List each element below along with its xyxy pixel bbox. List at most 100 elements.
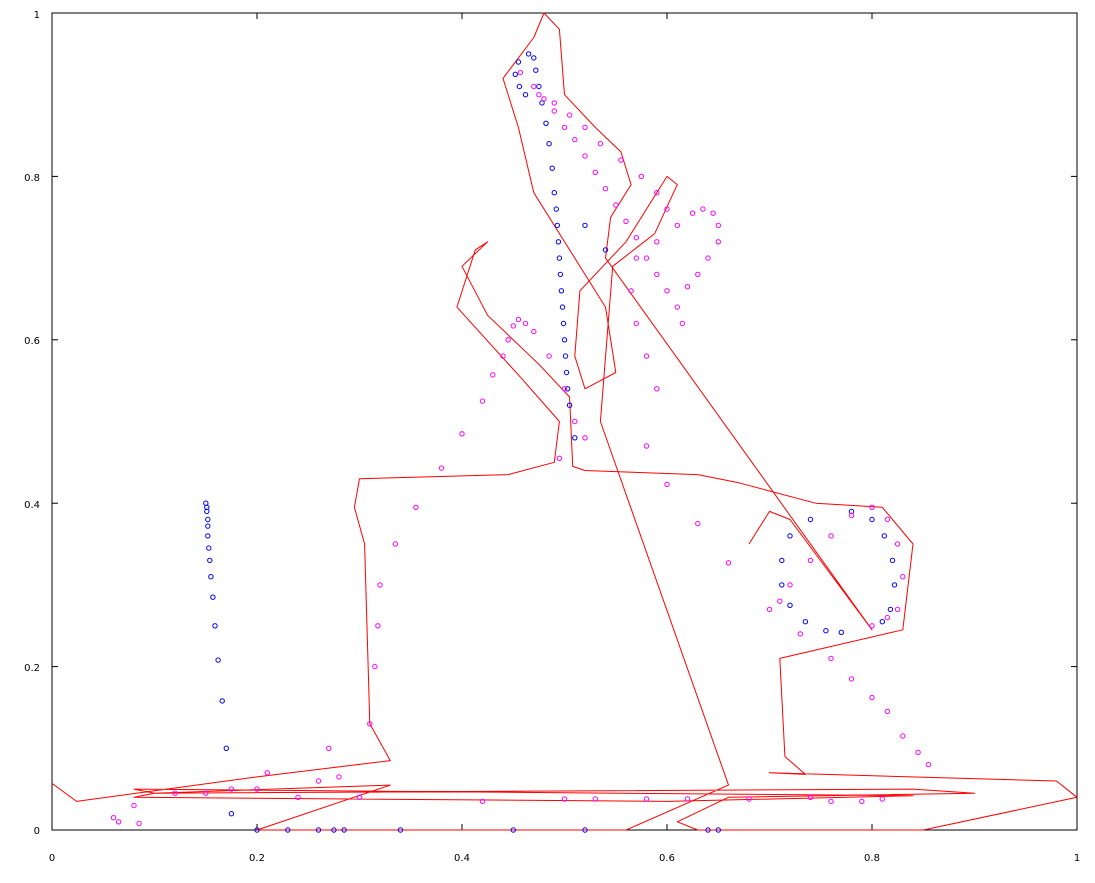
outline-series	[51, 12, 1078, 831]
blue-data-point	[787, 533, 793, 539]
x-tick-label: 0	[49, 853, 55, 864]
blue-data-point	[210, 594, 216, 600]
magenta-data-point	[582, 124, 588, 131]
magenta-data-point	[367, 721, 373, 727]
magenta-data-point	[695, 271, 701, 278]
blue-data-point	[566, 402, 573, 408]
blue-data-point	[562, 353, 569, 359]
magenta-data-point	[879, 796, 885, 802]
outline-line	[51, 12, 1078, 831]
magenta-data-point	[884, 708, 891, 715]
magenta-data-point	[787, 582, 793, 588]
blue-data-point	[510, 827, 516, 833]
magenta-data-point	[643, 443, 650, 449]
blue-data-point	[204, 508, 210, 515]
y-tick-label: 0	[34, 826, 40, 837]
magenta-data-point	[684, 284, 691, 290]
magenta-data-point	[561, 124, 568, 131]
magenta-data-point	[613, 202, 619, 208]
blue-data-point	[215, 657, 221, 663]
blue-data-point	[869, 516, 875, 523]
magenta-data-point	[203, 790, 209, 796]
blue-data-point	[556, 255, 563, 261]
magenta-data-point	[746, 796, 752, 802]
magenta-data-point	[551, 108, 557, 114]
blue-data-point	[397, 827, 404, 833]
magenta-data-point	[392, 541, 399, 547]
magenta-data-point	[500, 353, 506, 359]
magenta-data-point	[131, 802, 137, 809]
blue-data-point	[536, 83, 542, 90]
magenta-data-point	[705, 255, 711, 261]
magenta-data-point	[531, 328, 537, 335]
magenta-data-point	[517, 69, 524, 76]
blue-data-point	[341, 827, 347, 833]
magenta-data-point	[848, 512, 855, 519]
blue-data-point	[553, 206, 559, 212]
x-tick-label: 0.2	[249, 853, 265, 864]
magenta-data-point	[561, 386, 568, 392]
blue-data-point	[206, 545, 212, 551]
magenta-data-point	[633, 320, 639, 327]
magenta-data-point	[869, 504, 875, 510]
magenta-data-point	[695, 520, 701, 527]
magenta-data-point	[725, 560, 732, 566]
magenta-data-point	[807, 794, 814, 800]
magenta-data-point	[869, 623, 875, 629]
magenta-data-point	[551, 100, 557, 106]
magenta-data-point	[807, 557, 814, 564]
magenta-data-point	[900, 733, 906, 739]
blue-data-point	[891, 582, 898, 588]
blue-data-point	[563, 369, 570, 376]
magenta-data-point	[689, 210, 696, 216]
blue-data-point	[223, 745, 230, 751]
blue-data-point	[838, 629, 844, 635]
magenta-data-point	[848, 676, 855, 682]
magenta-data-point	[356, 794, 363, 800]
blue-data-point	[561, 337, 568, 343]
magenta-data-point	[797, 631, 803, 637]
magenta-data-point	[597, 141, 604, 147]
magenta-data-point	[884, 516, 891, 523]
y-tick-label: 0.6	[24, 336, 40, 347]
magenta-data-point	[674, 304, 680, 310]
magenta-data-point	[377, 582, 383, 588]
magenta-data-point	[710, 210, 716, 216]
magenta-data-point	[172, 790, 178, 796]
magenta-data-point	[375, 623, 381, 629]
magenta-data-point	[110, 815, 117, 821]
magenta-data-point	[115, 819, 122, 825]
magenta-data-point	[654, 190, 660, 196]
magenta-data-point	[556, 455, 563, 461]
magenta-data-point	[592, 169, 598, 176]
blue-data-point	[557, 271, 564, 278]
blue-data-point	[879, 619, 885, 625]
x-tick-label: 0.4	[454, 853, 470, 864]
blue-data-point	[512, 71, 518, 78]
magenta-data-point	[254, 786, 260, 792]
magenta-data-point	[522, 320, 529, 327]
magenta-data-point	[566, 112, 573, 118]
blue-data-point	[881, 533, 887, 539]
magenta-data-point	[828, 533, 834, 539]
magenta-data-point	[372, 663, 378, 670]
blue-data-point	[572, 435, 578, 441]
magenta-data-point	[295, 794, 301, 800]
blue-data-point	[205, 523, 211, 529]
blue-data-point	[219, 698, 225, 704]
blue-data-point	[516, 83, 523, 90]
magenta-data-point	[546, 353, 552, 359]
magenta-data-point	[228, 786, 235, 792]
magenta-data-point	[664, 206, 670, 212]
y-tick-label: 0.4	[24, 500, 40, 511]
x-tick-label: 0.6	[659, 853, 675, 864]
magenta-data-point	[828, 798, 834, 805]
blue-data-point	[554, 222, 560, 229]
magenta-data-point	[654, 239, 660, 245]
magenta-data-point	[561, 796, 568, 802]
blue-data-point	[889, 557, 896, 564]
magenta-data-point	[638, 173, 645, 180]
blue-data-point	[525, 51, 532, 57]
magenta-data-point	[664, 288, 670, 294]
